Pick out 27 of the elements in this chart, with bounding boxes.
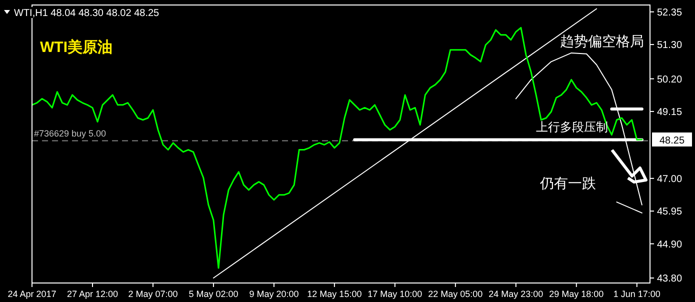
y-tick-label: 51.30 (657, 40, 682, 52)
y-tick-label: 47.00 (657, 174, 682, 185)
annotation: 上行多段压制 (536, 120, 608, 134)
x-tick-label: 17 May 10:00 (368, 289, 422, 299)
y-tick-label: 44.90 (657, 239, 682, 250)
y-tick-label: 45.95 (657, 206, 682, 218)
y-tick-label: 43.80 (657, 274, 682, 285)
x-tick-label: 5 May 02:00 (188, 289, 238, 299)
annotation: 仍有一跌 (539, 175, 596, 191)
x-tick-label: 24 Apr 2017 (8, 289, 56, 299)
x-tick-label: 1 Jun 17:00 (613, 289, 660, 299)
x-tick-label: 2 May 07:00 (128, 289, 178, 299)
y-tick-label: 50.20 (657, 74, 682, 86)
chart-title: WTI,H1 48.04 48.30 48.02 48.25 (14, 8, 160, 19)
x-tick-label: 29 May 18:00 (549, 289, 604, 299)
x-tick-label: 9 May 20:00 (249, 289, 299, 299)
y-tick-label: 52.35 (657, 7, 682, 18)
line-series (32, 26, 643, 269)
y-tick-label: 49.15 (657, 106, 682, 118)
ref-line-label: #736629 buy 5.00 (34, 128, 106, 139)
annotation: 趋势偏空格局 (560, 33, 644, 49)
annotation: WTI美原油 (40, 38, 112, 56)
x-tick-label: 27 Apr 12:00 (66, 289, 118, 299)
x-tick-label: 22 May 05:00 (428, 289, 483, 299)
annotation: 48.25 (659, 135, 685, 146)
x-tick-label: 24 May 23:00 (488, 289, 544, 299)
x-tick-label: 12 May 15:00 (307, 289, 362, 299)
